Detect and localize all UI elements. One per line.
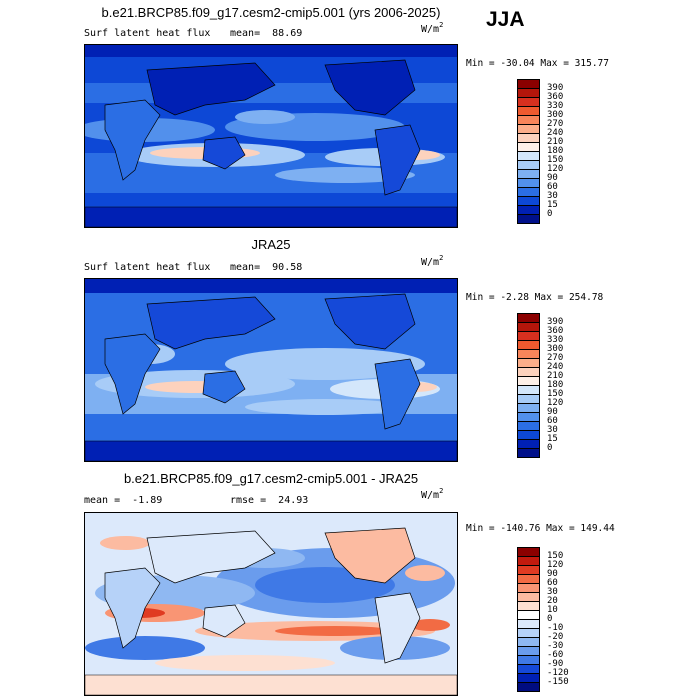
colorbar-label: 150	[547, 388, 564, 399]
colorbar-label: 360	[547, 91, 564, 102]
panel2-mean-label: mean=	[230, 262, 261, 273]
panel3-colorbar: 150 120 90 60 30 20 10 0 -10 -20 -30 -60 -90 -120 -150	[517, 547, 597, 692]
panel1-title: b.e21.BRCP85.f09_g17.cesm2-cmip5.001 (yr…	[101, 5, 441, 20]
colorbar-label: 240	[547, 127, 564, 138]
colorbar-label: -60	[547, 649, 564, 660]
colorbar-label: 15	[547, 199, 558, 210]
colorbar-label: 240	[547, 361, 564, 372]
colorbar-label: -90	[547, 658, 564, 669]
colorbar-label: 210	[547, 370, 564, 381]
colorbar-label: 90	[547, 406, 558, 417]
colorbar-label: 150	[547, 154, 564, 165]
season-label: JJA	[486, 8, 525, 31]
panel2-mean: mean= 90.58	[230, 262, 302, 273]
colorbar-label: 0	[547, 442, 553, 453]
colorbar-label: 330	[547, 100, 564, 111]
colorbar-label: -20	[547, 631, 564, 642]
colorbar-label: 300	[547, 343, 564, 354]
panel1-variable: Surf latent heat flux	[84, 28, 211, 39]
colorbar-label: 0	[547, 613, 553, 624]
panel3-map	[84, 512, 458, 696]
colorbar-label: 60	[547, 577, 558, 588]
colorbar-label: -10	[547, 622, 564, 633]
panel2-minmax: Min = -2.28 Max = 254.78	[466, 292, 604, 303]
colorbar-label: 120	[547, 163, 564, 174]
panel3-rmse: rmse = 24.93	[230, 495, 308, 506]
colorbar-label: 270	[547, 352, 564, 363]
panel3-rmse-value: 24.93	[278, 495, 309, 506]
colorbar-label: 10	[547, 604, 558, 615]
panel1-mean-value: 88.69	[272, 28, 303, 39]
panel3-mean-label: mean =	[84, 495, 121, 506]
units-exponent: 2	[439, 254, 444, 262]
colorbar-label: 60	[547, 181, 558, 192]
colorbar-label: 30	[547, 424, 558, 435]
panel2-map-field	[85, 279, 457, 461]
colorbar-cell	[517, 682, 540, 692]
colorbar-label: 270	[547, 118, 564, 129]
panel1-map	[84, 44, 458, 228]
panel3-mean-value: -1.89	[132, 495, 163, 506]
colorbar-label: 90	[547, 172, 558, 183]
colorbar-label: -120	[547, 667, 569, 678]
colorbar-label: 360	[547, 325, 564, 336]
colorbar-label: 60	[547, 415, 558, 426]
panel3-map-field	[85, 513, 457, 695]
panel2-mean-value: 90.58	[272, 262, 303, 273]
panel3-units: W/m2	[421, 487, 444, 501]
panel2-variable: Surf latent heat flux	[84, 262, 211, 273]
colorbar-label: 90	[547, 568, 558, 579]
units-text: W/m	[421, 24, 440, 35]
colorbar-label: 120	[547, 559, 564, 570]
colorbar-label: 150	[547, 550, 564, 561]
colorbar-label: 30	[547, 586, 558, 597]
colorbar-label: -30	[547, 640, 564, 651]
colorbar-label: 15	[547, 433, 558, 444]
colorbar-label: 30	[547, 190, 558, 201]
colorbar-label: 120	[547, 397, 564, 408]
panel1-units: W/m2	[421, 21, 444, 35]
units-text: W/m	[421, 257, 440, 268]
colorbar-cell	[517, 214, 540, 224]
panel1-mean: mean= 88.69	[230, 28, 302, 39]
panel3-rmse-label: rmse =	[230, 495, 267, 506]
panel1-minmax: Min = -30.04 Max = 315.77	[466, 58, 609, 69]
units-exponent: 2	[439, 21, 444, 29]
colorbar-label: 0	[547, 208, 553, 219]
panel3-mean: mean = -1.89	[84, 495, 162, 506]
colorbar-label: 390	[547, 82, 564, 93]
panel1-colorbar: 390 360 330 300 270 240 210 180 150 120 90 60 30 15 0	[517, 79, 597, 224]
colorbar-cell	[517, 448, 540, 458]
colorbar-label: 330	[547, 334, 564, 345]
panel2-colorbar: 390 360 330 300 270 240 210 180 150 120 90 60 30 15 0	[517, 313, 597, 458]
colorbar-label: 20	[547, 595, 558, 606]
panel1-map-field	[85, 45, 457, 227]
panel2-map	[84, 278, 458, 462]
panel2-title: JRA25	[251, 237, 291, 252]
colorbar-label: 180	[547, 145, 564, 156]
units-text: W/m	[421, 490, 440, 501]
colorbar-label: 300	[547, 109, 564, 120]
colorbar-label: -150	[547, 676, 569, 687]
units-exponent: 2	[439, 487, 444, 495]
panel1-mean-label: mean=	[230, 28, 261, 39]
colorbar-label: 210	[547, 136, 564, 147]
panel3-minmax: Min = -140.76 Max = 149.44	[466, 523, 615, 534]
colorbar-label: 390	[547, 316, 564, 327]
panel3-title: b.e21.BRCP85.f09_g17.cesm2-cmip5.001 - J…	[123, 471, 419, 486]
colorbar-label: 180	[547, 379, 564, 390]
panel2-units: W/m2	[421, 254, 444, 268]
